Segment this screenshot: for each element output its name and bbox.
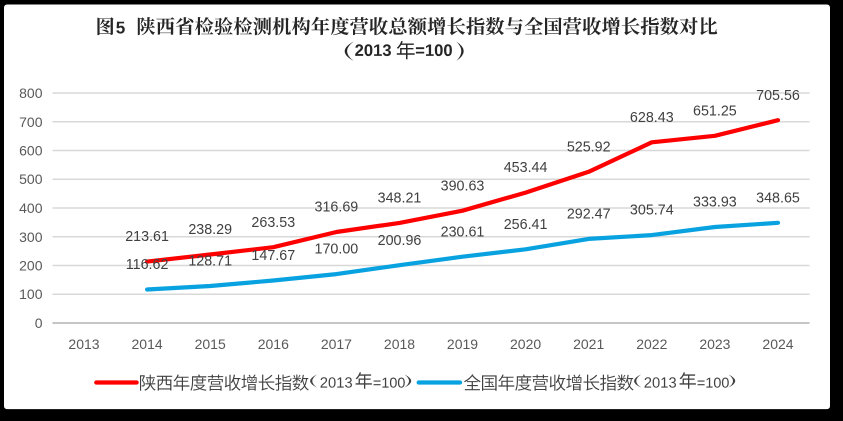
- svg-text:600: 600: [19, 143, 43, 159]
- svg-text:2023: 2023: [699, 336, 730, 352]
- svg-text:213.61: 213.61: [125, 229, 169, 245]
- svg-text:170.00: 170.00: [315, 242, 359, 258]
- svg-text:292.47: 292.47: [567, 207, 611, 223]
- svg-text:348.21: 348.21: [378, 191, 422, 207]
- svg-text:2016: 2016: [258, 336, 289, 352]
- svg-text:100: 100: [19, 286, 43, 302]
- svg-text:2015: 2015: [195, 336, 226, 352]
- svg-text:2022: 2022: [636, 336, 667, 352]
- svg-text:300: 300: [19, 229, 43, 245]
- svg-text:2021: 2021: [573, 336, 604, 352]
- svg-text:400: 400: [19, 200, 43, 216]
- svg-text:2019: 2019: [447, 336, 478, 352]
- svg-text:147.67: 147.67: [251, 248, 295, 264]
- svg-text:200: 200: [19, 258, 43, 274]
- svg-text:800: 800: [19, 85, 43, 101]
- svg-text:705.56: 705.56: [756, 88, 800, 104]
- svg-text:700: 700: [19, 114, 43, 130]
- svg-text:333.93: 333.93: [693, 195, 737, 211]
- svg-text:453.44: 453.44: [504, 160, 548, 176]
- svg-text:116.62: 116.62: [126, 257, 169, 273]
- svg-text:128.71: 128.71: [188, 254, 232, 270]
- svg-text:230.61: 230.61: [441, 224, 485, 240]
- svg-text:2014: 2014: [132, 336, 163, 352]
- svg-text:316.69: 316.69: [315, 200, 359, 216]
- svg-text:651.25: 651.25: [693, 103, 737, 119]
- svg-text:2013: 2013: [68, 336, 99, 352]
- svg-text:500: 500: [19, 171, 43, 187]
- svg-text:390.63: 390.63: [441, 178, 485, 194]
- svg-text:238.29: 238.29: [188, 222, 232, 238]
- svg-text:0: 0: [35, 315, 43, 331]
- svg-text:200.96: 200.96: [378, 233, 422, 249]
- svg-text:263.53: 263.53: [251, 215, 295, 231]
- svg-text:2018: 2018: [384, 336, 415, 352]
- svg-text:2017: 2017: [321, 336, 352, 352]
- svg-text:525.92: 525.92: [567, 139, 611, 155]
- svg-text:2020: 2020: [510, 336, 541, 352]
- svg-text:2024: 2024: [762, 336, 793, 352]
- svg-text:628.43: 628.43: [630, 110, 674, 126]
- svg-text:348.65: 348.65: [756, 190, 800, 206]
- svg-text:305.74: 305.74: [630, 203, 674, 219]
- svg-text:256.41: 256.41: [504, 217, 548, 233]
